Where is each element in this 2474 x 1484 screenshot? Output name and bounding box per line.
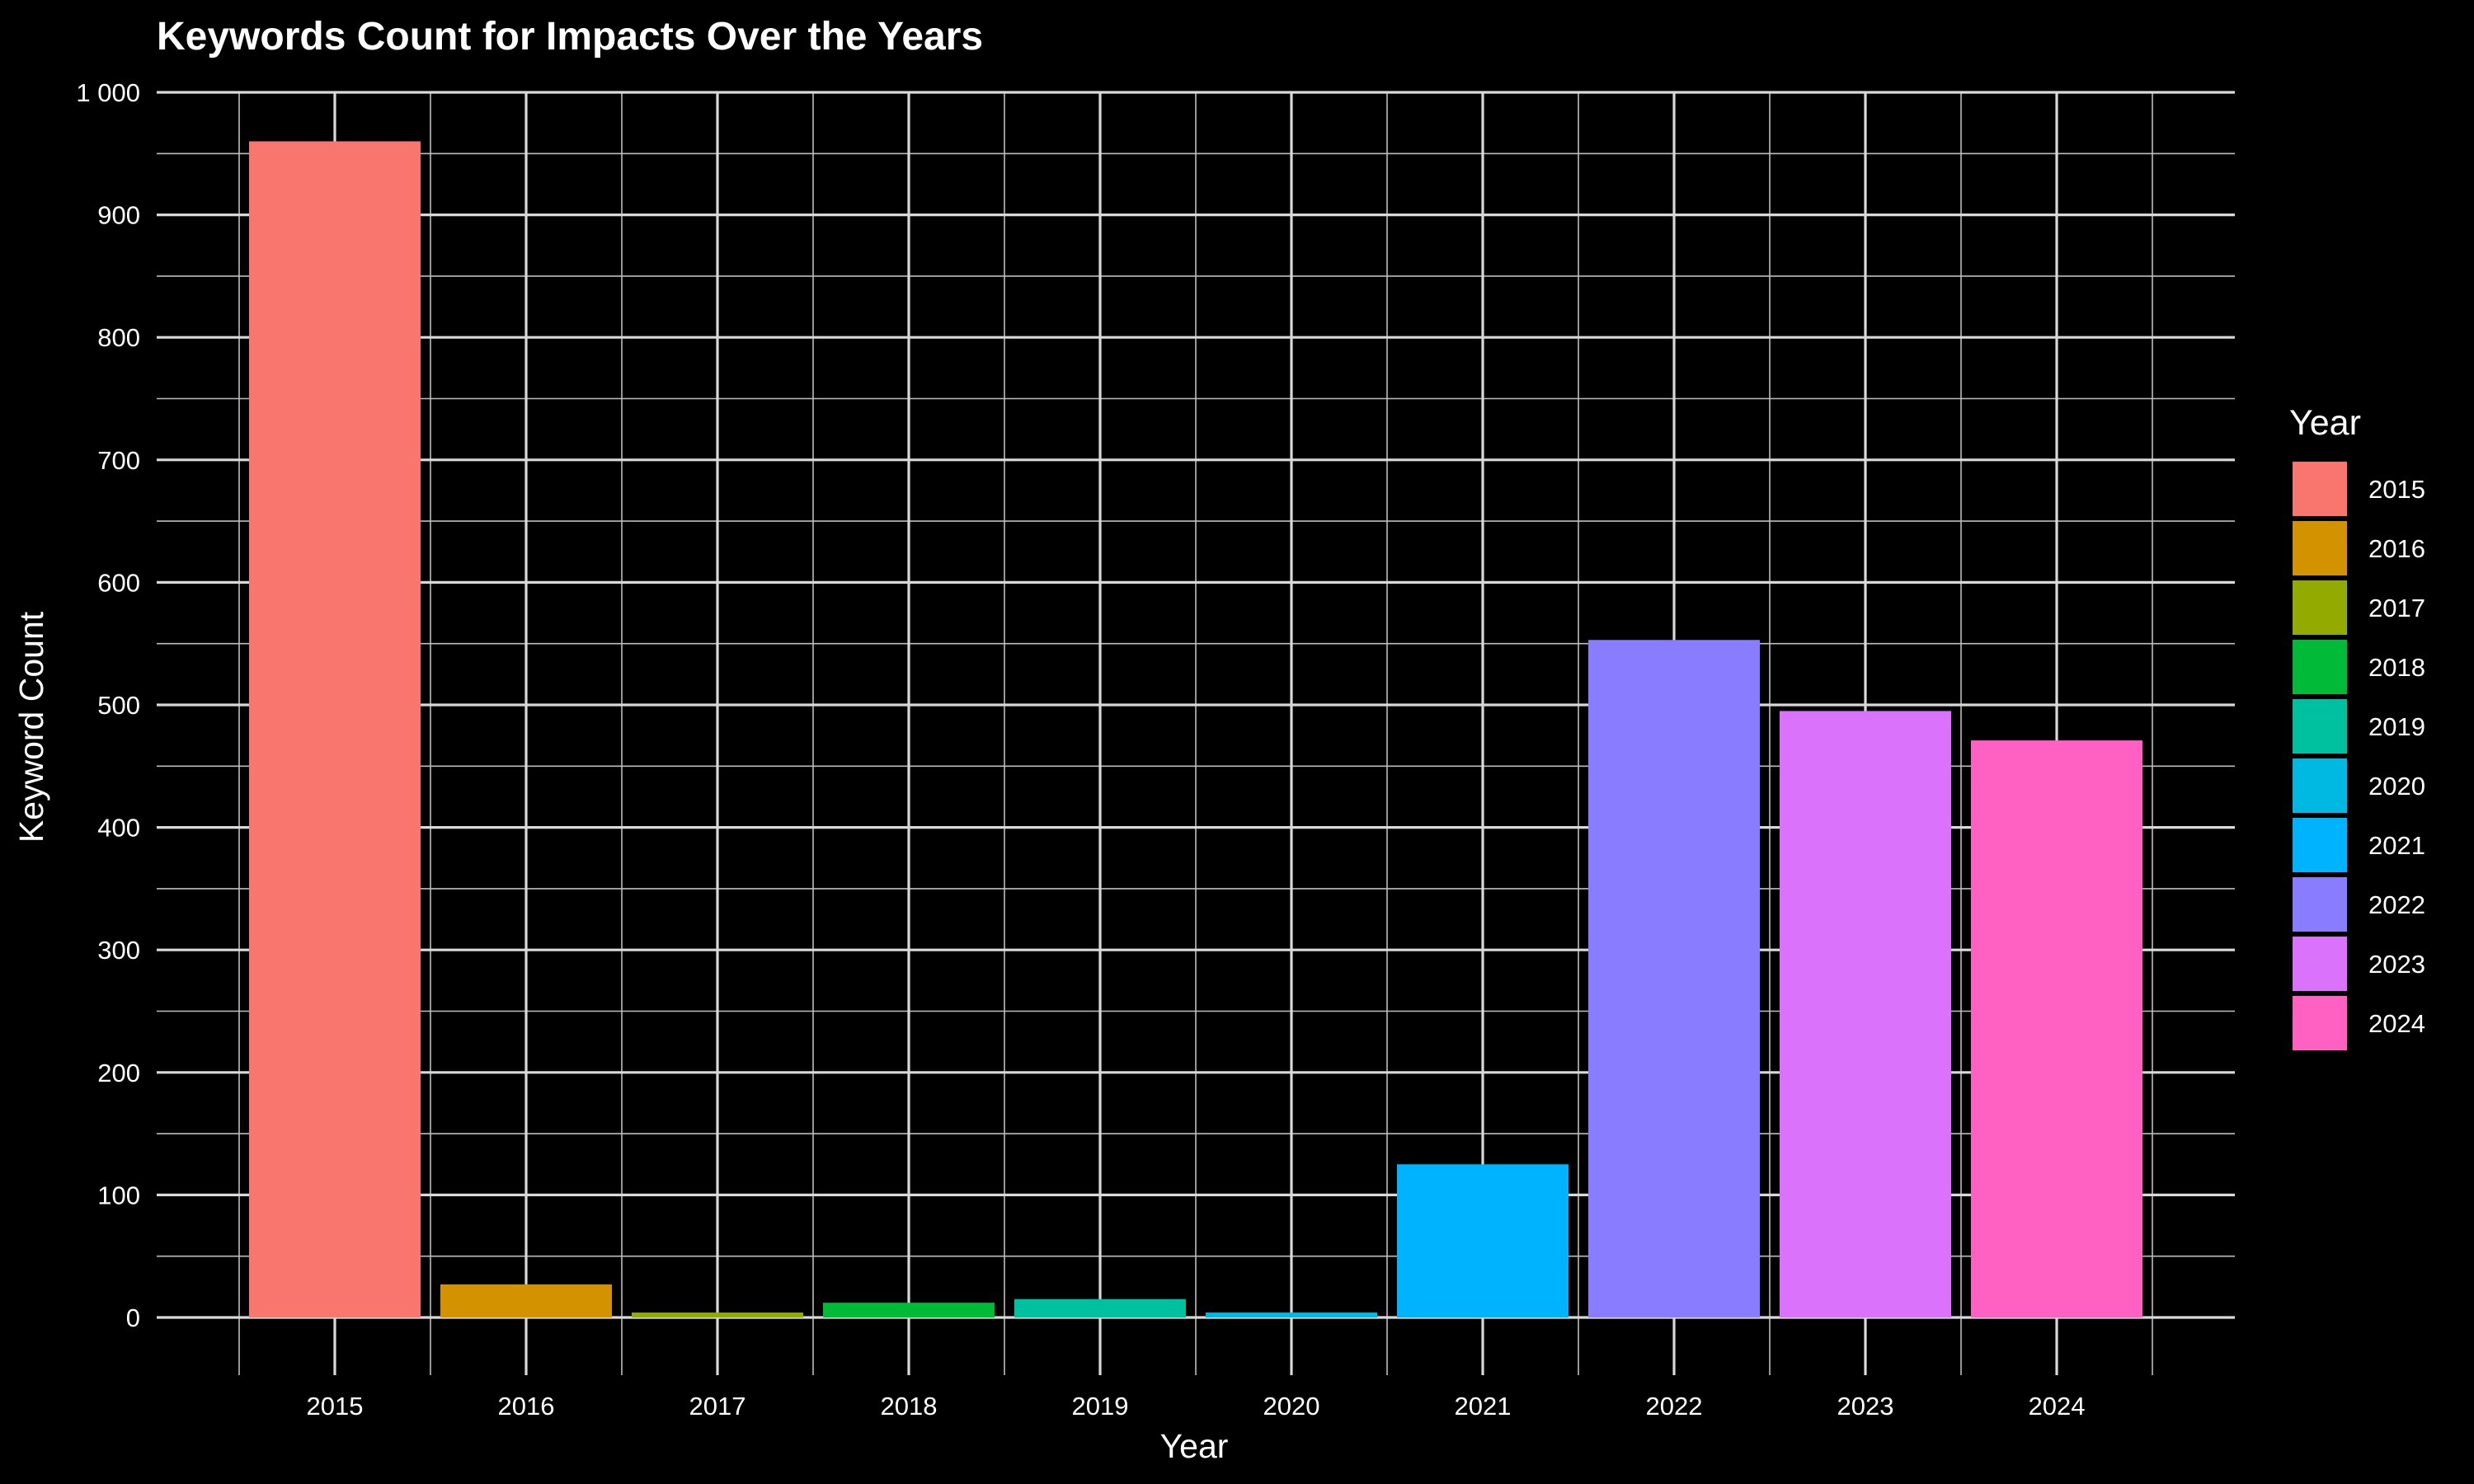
legend-swatch-2021 [2293,818,2347,872]
x-tick-label: 2018 [881,1392,938,1421]
y-tick-label: 500 [97,691,140,720]
legend-label: 2023 [2368,950,2425,979]
legend-label: 2024 [2368,1009,2425,1038]
x-axis-label: Year [1160,1427,1229,1465]
y-tick-label: 800 [97,323,140,352]
bar-2016 [440,1284,612,1317]
y-tick-label: 400 [97,814,140,843]
legend-swatch-2015 [2293,462,2347,516]
bar-2019 [1014,1298,1186,1317]
legend: 2015 2016 2017 2018 2019 2020 2021 2022 2023 2024 [2293,462,2425,1050]
x-tick-label: 2019 [1072,1392,1129,1421]
legend-title: Year [2289,403,2361,443]
x-tick-label: 2015 [307,1392,364,1421]
legend-label: 2015 [2368,475,2425,504]
legend-label: 2018 [2368,653,2425,682]
bar-2015 [249,141,421,1318]
x-tick-label: 2022 [1646,1392,1703,1421]
x-tick-label: 2020 [1263,1392,1320,1421]
y-tick-label: 0 [126,1303,140,1332]
legend-label: 2019 [2368,712,2425,741]
bar-2018 [823,1303,995,1317]
x-axis-ticks: 2015 2016 2017 2018 2019 2020 2021 2022 2023 2024 [307,1392,2086,1421]
chart-title: Keywords Count for Impacts Over the Year… [157,15,983,59]
legend-label: 2017 [2368,594,2425,622]
legend-label: 2016 [2368,534,2425,563]
legend-label: 2021 [2368,831,2425,860]
legend-label: 2022 [2368,890,2425,919]
bar-2020 [1206,1313,1377,1317]
legend-swatch-2019 [2293,699,2347,754]
y-tick-label: 300 [97,936,140,965]
y-tick-label: 700 [97,446,140,475]
legend-swatch-2022 [2293,877,2347,932]
x-tick-label: 2023 [1837,1392,1894,1421]
y-tick-label: 900 [97,201,140,230]
bars [249,141,2142,1318]
legend-swatch-2017 [2293,580,2347,635]
bar-2024 [1971,740,2142,1317]
x-tick-label: 2021 [1455,1392,1512,1421]
y-tick-label: 600 [97,568,140,597]
legend-swatch-2023 [2293,937,2347,991]
x-tick-label: 2016 [498,1392,555,1421]
legend-swatch-2016 [2293,521,2347,575]
y-axis-label: Keyword Count [12,611,50,843]
x-tick-label: 2024 [2029,1392,2086,1421]
legend-swatch-2018 [2293,640,2347,694]
legend-swatch-2024 [2293,996,2347,1050]
y-tick-label: 200 [97,1059,140,1087]
y-axis-ticks: 0 100 200 300 400 500 600 700 800 900 1 000 [76,78,140,1332]
bar-2022 [1588,640,1760,1317]
legend-label: 2020 [2368,772,2425,801]
x-tick-label: 2017 [689,1392,746,1421]
legend-swatch-2020 [2293,758,2347,813]
y-tick-label: 1 000 [76,78,140,107]
bar-2017 [632,1313,803,1317]
bar-2021 [1397,1164,1569,1317]
bar-2023 [1780,711,1951,1317]
y-tick-label: 100 [97,1181,140,1209]
